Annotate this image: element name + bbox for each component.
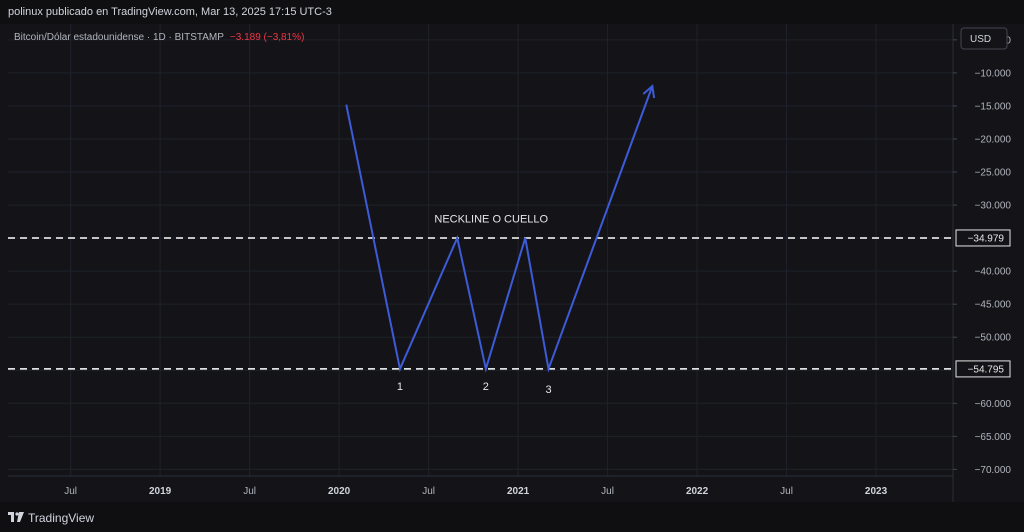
y-tick-label: −45.000 (975, 300, 1012, 311)
x-tick-label: 2023 (865, 486, 888, 497)
publisher-text: polinux publicado en TradingView.com, Ma… (8, 6, 332, 18)
annotations: NECKLINE O CUELLO 1 2 3 (397, 213, 552, 395)
x-tick-label: Jul (422, 486, 435, 497)
level-price-tag (955, 229, 1011, 247)
x-tick-label: 2022 (686, 486, 709, 497)
level-price-label: −54.795 (968, 364, 1005, 375)
y-tick-label: −20.000 (975, 134, 1012, 145)
footer-brand: TradingView (28, 511, 95, 525)
chart-background (8, 24, 1016, 502)
x-tick-label: Jul (243, 486, 256, 497)
price-change: −3.189 (−3,81%) (230, 32, 305, 43)
y-tick-label: −10.000 (975, 68, 1012, 79)
tradingview-logo-icon (8, 512, 24, 522)
pattern-line[interactable] (345, 85, 654, 373)
y-tick-label: −15.000 (975, 101, 1012, 112)
w-pattern-drawing[interactable] (345, 84, 656, 373)
bottom-number-annotation: 1 (397, 381, 403, 393)
x-tick-label: Jul (64, 486, 77, 497)
x-axis[interactable]: Jul 2019 Jul 2020 Jul 2021 Jul 2022 Jul 2023 (64, 486, 887, 497)
y-tick-label: −60.000 (975, 399, 1012, 410)
bottom-number-annotation: 2 (483, 381, 489, 393)
x-tick-label: Jul (780, 486, 793, 497)
level-price-label: −34.979 (968, 233, 1005, 244)
y-tick-label: −70.000 (975, 465, 1012, 476)
top-bar: polinux publicado en TradingView.com, Ma… (0, 0, 1024, 24)
level-price-tag (955, 360, 1011, 378)
horizontal-levels[interactable]: −34.979 −54.795 (8, 229, 1011, 378)
y-tick-label: −40.000 (975, 267, 1012, 278)
y-tick-label: −50.000 (975, 333, 1012, 344)
y-tick-label: −65.000 (975, 432, 1012, 443)
neckline-annotation: NECKLINE O CUELLO (434, 213, 548, 225)
x-tick-label: 2019 (149, 486, 172, 497)
bottom-number-annotation: 3 (545, 384, 551, 396)
x-tick-label: 2020 (328, 486, 351, 497)
currency-label: USD (970, 34, 991, 45)
price-chart[interactable]: −5.000−10.000−15.000−20.000−25.000−30.00… (8, 24, 1016, 502)
x-tick-label: Jul (601, 486, 614, 497)
x-tick-label: 2021 (507, 486, 530, 497)
pattern-arrowhead (642, 84, 656, 99)
symbol-label: Bitcoin/Dólar estadounidense · 1D · BITS… (14, 32, 224, 43)
chart-area[interactable]: −5.000−10.000−15.000−20.000−25.000−30.00… (8, 24, 1016, 502)
y-tick-label: −25.000 (975, 168, 1012, 179)
currency-button[interactable]: USD (960, 27, 1008, 50)
y-tick-label: −30.000 (975, 201, 1012, 212)
footer: TradingView (0, 502, 1024, 532)
